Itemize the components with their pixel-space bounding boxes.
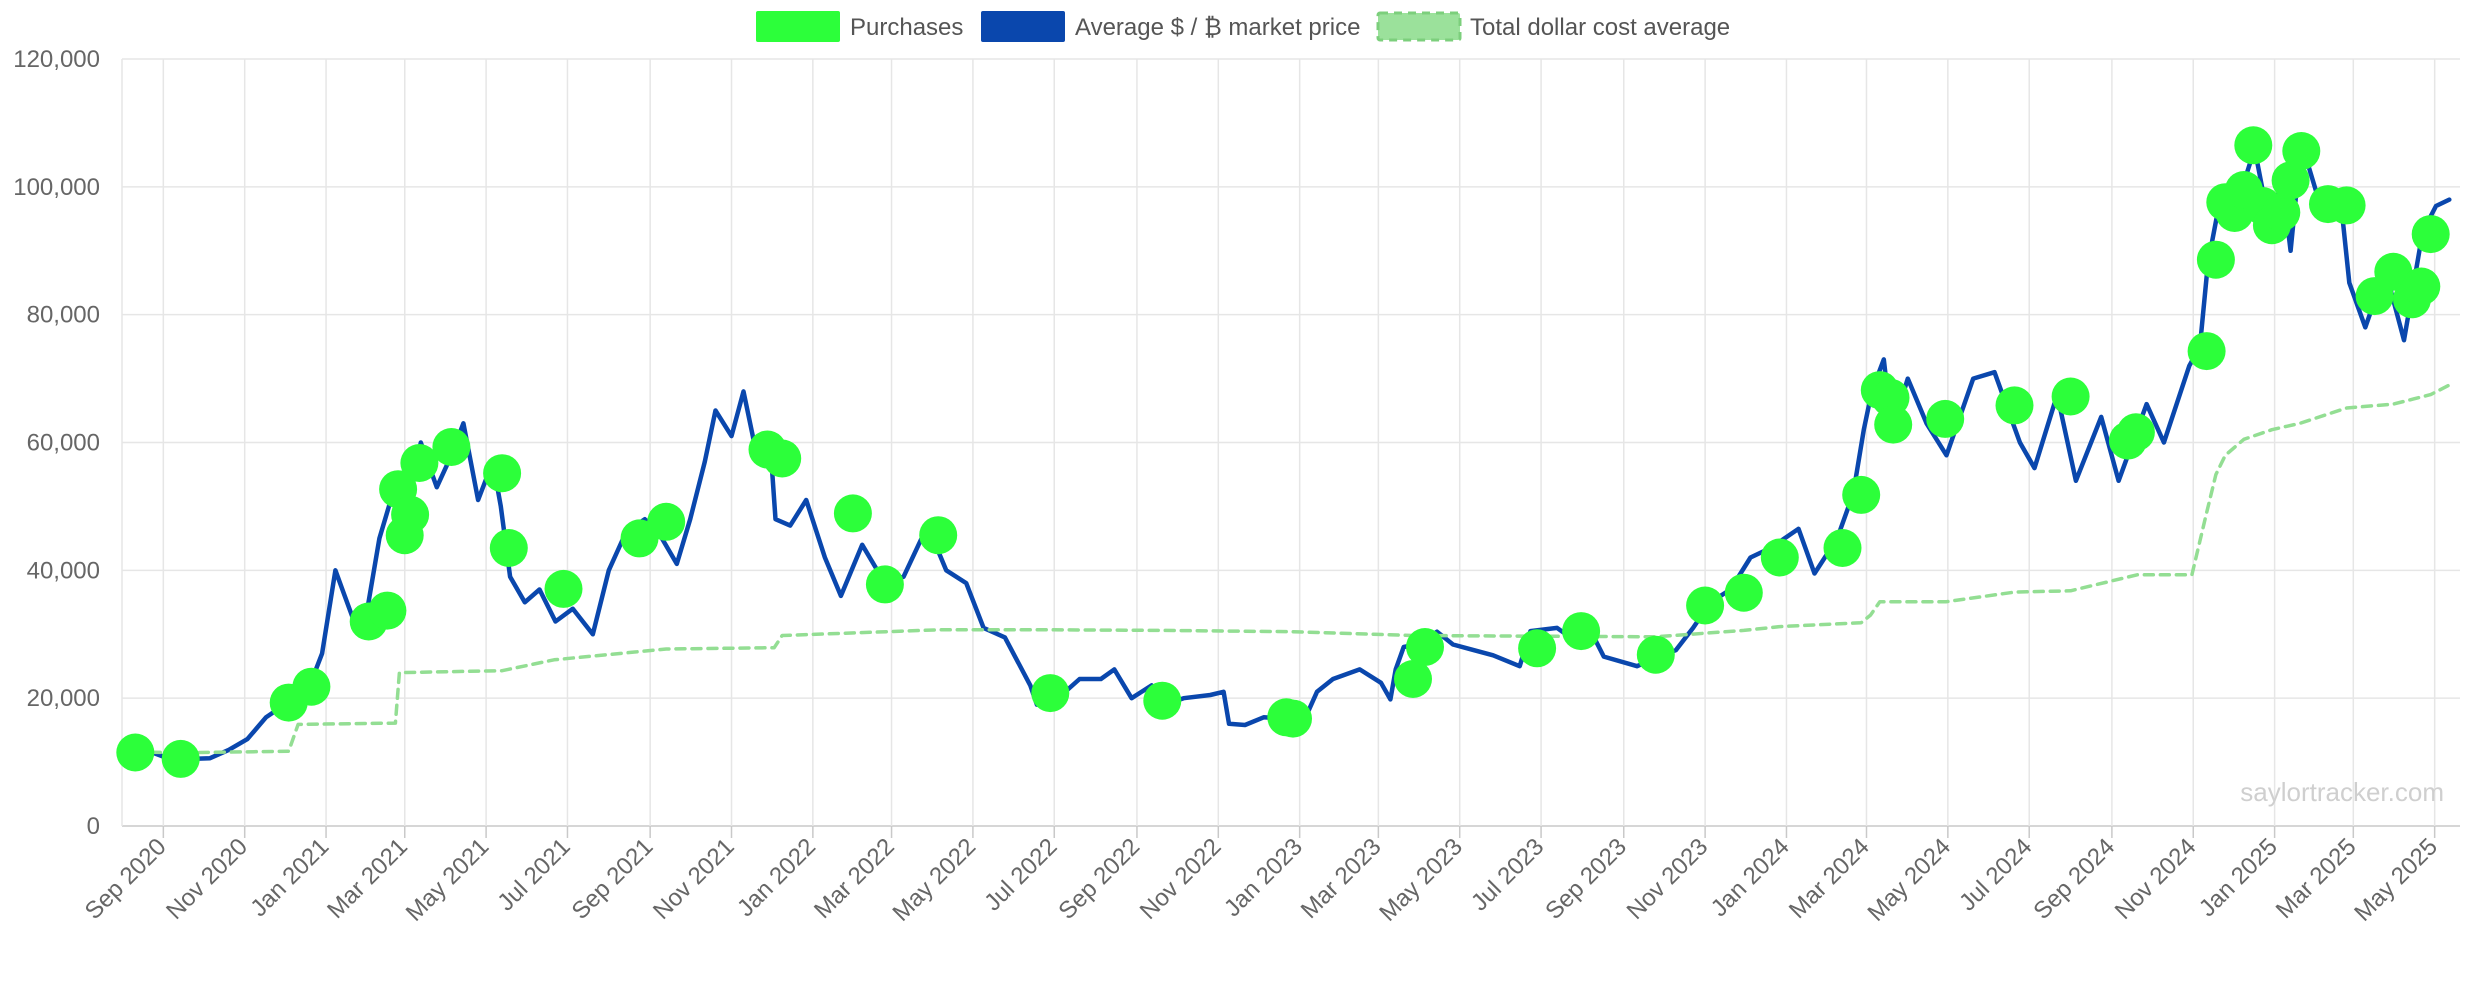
purchase-point [489, 529, 528, 567]
x-tick-label: Sep 2022 [1053, 833, 1145, 925]
series-total-dollar-cost-average-line [133, 383, 2452, 755]
purchase-point [2411, 215, 2450, 254]
purchase-point [2187, 332, 2226, 371]
purchase-point [432, 428, 471, 466]
purchase-point [1143, 681, 1182, 720]
series-layer [116, 126, 2452, 778]
purchase-point [763, 439, 802, 478]
purchase-point [833, 494, 872, 533]
purchase-point [2234, 126, 2273, 165]
purchase-point [1823, 529, 1862, 567]
x-tick-label: Nov 2022 [1135, 833, 1227, 925]
x-tick-label: Mar 2025 [2271, 833, 2362, 924]
x-tick-label: Mar 2023 [1296, 833, 1387, 924]
purchase-point [368, 591, 407, 630]
x-tick-label: May 2023 [1374, 833, 1468, 927]
purchase-point [1995, 386, 2034, 425]
x-tick-label: Jul 2022 [979, 833, 1062, 916]
purchase-point [1636, 635, 1675, 674]
x-tick-label: Nov 2024 [2110, 833, 2202, 925]
legend-item-market-price[interactable]: Average $ / ₿ market price [981, 11, 1360, 42]
purchase-point [1562, 612, 1601, 651]
watermark: saylortracker.com [2240, 777, 2444, 807]
purchase-point [116, 733, 155, 772]
y-tick-label: 80,000 [27, 302, 100, 329]
series-average-market-price-line [133, 139, 2452, 763]
purchase-point [391, 495, 430, 534]
purchase-point [292, 667, 331, 706]
grid [121, 58, 2460, 827]
purchase-point [865, 565, 904, 604]
x-tick-label: Sep 2024 [2028, 833, 2120, 925]
purchase-point [647, 502, 686, 541]
x-tick-label: Jul 2023 [1466, 833, 1549, 916]
purchase-point [2374, 252, 2413, 291]
legend-item-purchases[interactable]: Purchases [756, 11, 963, 42]
y-tick-label: 40,000 [27, 557, 100, 584]
purchase-point [400, 444, 439, 482]
purchase-point [2196, 240, 2235, 279]
purchase-point [1518, 629, 1557, 668]
purchase-point [2282, 132, 2321, 170]
legend-label-dollar-cost-average: Total dollar cost average [1470, 14, 1730, 41]
legend[interactable]: Purchases Average $ / ₿ market price Tot… [756, 11, 1730, 42]
purchase-point [2116, 413, 2155, 452]
y-tick-label: 20,000 [27, 685, 100, 712]
purchase-point [2051, 377, 2090, 416]
purchase-point [1926, 399, 1965, 438]
legend-label-market-price: Average $ / ₿ market price [1075, 14, 1360, 41]
x-tick-label: Jan 2021 [245, 833, 334, 922]
legend-item-dollar-cost-average[interactable]: Total dollar cost average [1376, 11, 1730, 42]
series-purchases [116, 126, 2450, 778]
purchase-point [1842, 475, 1881, 514]
purchase-point [919, 516, 958, 555]
x-tick-label: Mar 2022 [809, 833, 900, 924]
purchase-point [2271, 161, 2310, 200]
x-tick-label: Sep 2020 [80, 833, 172, 925]
x-tick-label: Jan 2025 [2194, 833, 2283, 922]
purchase-point [1686, 586, 1725, 625]
legend-swatch-market-price [981, 11, 1065, 42]
x-tick-label: Jul 2021 [492, 833, 575, 916]
y-tick-label: 120,000 [13, 46, 100, 73]
purchase-point [2327, 186, 2366, 225]
x-tick-label: May 2025 [2349, 833, 2443, 927]
legend-swatch-purchases [756, 11, 840, 42]
purchase-point [2262, 193, 2301, 232]
x-tick-label: Jan 2022 [732, 833, 821, 922]
purchase-point [483, 454, 522, 493]
purchase-point [161, 739, 200, 778]
x-tick-label: Sep 2023 [1540, 833, 1632, 925]
purchase-point [1724, 573, 1763, 612]
purchase-point [544, 569, 583, 608]
y-tick-label: 100,000 [13, 174, 100, 201]
x-tick-label: Jul 2024 [1954, 833, 2037, 916]
x-tick-label: Sep 2021 [567, 833, 659, 925]
x-tick-label: Mar 2021 [322, 833, 413, 924]
purchase-point [1406, 628, 1444, 666]
legend-swatch-dollar-cost-average [1376, 11, 1462, 42]
purchase-point [1274, 699, 1312, 738]
purchase-point [1760, 538, 1799, 577]
x-tick-label: Jan 2024 [1706, 833, 1795, 922]
y-axis: 0 20,000 40,000 60,000 80,000 100,000 120,000 [13, 46, 100, 840]
purchase-point [1031, 674, 1070, 713]
x-tick-label: May 2024 [1862, 833, 1956, 927]
purchase-point [1394, 660, 1432, 698]
y-tick-label: 0 [87, 813, 100, 840]
purchase-point [2402, 267, 2441, 306]
purchase-point [1874, 405, 1913, 444]
legend-label-purchases: Purchases [850, 14, 963, 41]
x-tick-label: Nov 2023 [1622, 833, 1714, 925]
y-tick-label: 60,000 [27, 430, 100, 457]
x-tick-label: Nov 2021 [648, 833, 740, 925]
x-tick-label: Jan 2023 [1219, 833, 1308, 922]
x-tick-label: Mar 2024 [1784, 833, 1875, 924]
x-tick-label: May 2021 [401, 833, 495, 927]
x-tick-label: Nov 2020 [161, 833, 253, 925]
x-tick-label: May 2022 [888, 833, 982, 927]
